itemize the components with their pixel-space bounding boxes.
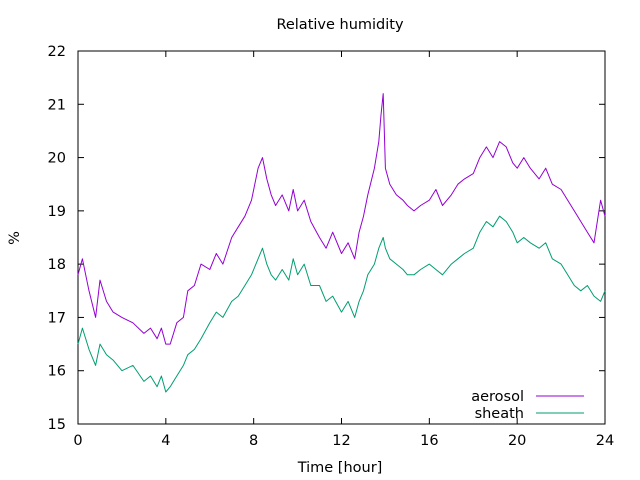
plot-frame	[77, 50, 606, 425]
y-tick-label: 17	[48, 310, 66, 326]
x-tick-label: 12	[332, 433, 350, 449]
y-axis-ticks: 15 16 17 18 19 20 21 22	[48, 44, 605, 433]
legend-label-sheath: sheath	[475, 406, 524, 422]
x-axis-label: Time [hour]	[297, 460, 383, 476]
series-line-aerosol	[77, 93, 606, 345]
y-axis-label: %	[7, 231, 23, 245]
chart-title: Relative humidity	[276, 17, 404, 33]
x-tick-label: 16	[420, 433, 438, 449]
y-tick-label: 16	[48, 364, 66, 380]
x-tick-label: 24	[596, 433, 614, 449]
y-tick-label: 15	[48, 417, 66, 433]
y-tick-label: 19	[48, 204, 66, 220]
series-lines	[77, 93, 606, 393]
y-tick-label: 21	[48, 97, 66, 113]
x-tick-label: 4	[161, 433, 170, 449]
plot-border	[77, 50, 606, 425]
legend: aerosol sheath	[471, 389, 584, 422]
x-tick-label: 20	[508, 433, 526, 449]
x-tick-label: 8	[249, 433, 258, 449]
y-tick-label: 18	[48, 257, 66, 273]
series-line-sheath	[77, 215, 606, 393]
y-tick-label: 20	[48, 151, 66, 167]
legend-label-aerosol: aerosol	[471, 389, 524, 405]
y-tick-label: 22	[48, 44, 66, 60]
x-axis-ticks: 0 4 8 12 16 20 24	[73, 51, 614, 449]
x-tick-label: 0	[73, 433, 82, 449]
